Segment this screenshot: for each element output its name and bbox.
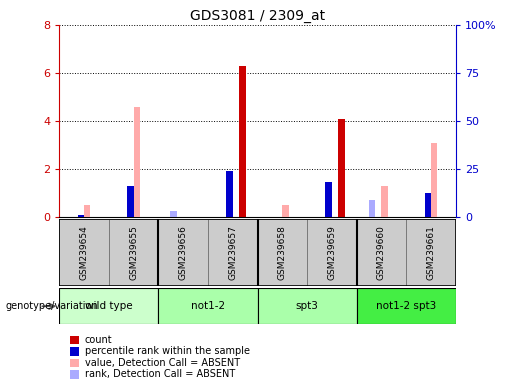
Bar — [78, 215, 84, 217]
Bar — [127, 186, 133, 217]
Bar — [109, 219, 159, 286]
Text: rank, Detection Call = ABSENT: rank, Detection Call = ABSENT — [85, 369, 235, 379]
Text: genotype/variation: genotype/variation — [5, 301, 98, 311]
Text: percentile rank within the sample: percentile rank within the sample — [85, 346, 250, 356]
Text: GSM239656: GSM239656 — [179, 225, 187, 280]
Text: not1-2 spt3: not1-2 spt3 — [376, 301, 436, 311]
Bar — [406, 219, 456, 286]
Bar — [159, 288, 258, 324]
Bar — [356, 288, 456, 324]
Bar — [424, 193, 431, 217]
Text: spt3: spt3 — [296, 301, 318, 311]
Bar — [133, 107, 140, 217]
Text: not1-2: not1-2 — [191, 301, 225, 311]
Bar — [208, 219, 258, 286]
Bar — [325, 182, 332, 217]
Bar — [239, 66, 246, 217]
Text: wild type: wild type — [85, 301, 132, 311]
Text: GSM239660: GSM239660 — [377, 225, 386, 280]
Bar — [226, 171, 233, 217]
Text: GSM239661: GSM239661 — [426, 225, 436, 280]
Text: GSM239658: GSM239658 — [278, 225, 287, 280]
Bar — [307, 219, 356, 286]
Bar — [170, 211, 177, 217]
Bar — [338, 119, 345, 217]
Bar — [382, 186, 388, 217]
Bar — [59, 288, 159, 324]
Text: GSM239655: GSM239655 — [129, 225, 138, 280]
Bar — [59, 219, 109, 286]
Text: value, Detection Call = ABSENT: value, Detection Call = ABSENT — [85, 358, 240, 368]
Bar — [159, 219, 208, 286]
Text: GSM239657: GSM239657 — [228, 225, 237, 280]
Bar — [84, 205, 91, 217]
Title: GDS3081 / 2309_at: GDS3081 / 2309_at — [190, 8, 325, 23]
Bar — [356, 219, 406, 286]
Bar — [282, 205, 289, 217]
Bar — [431, 142, 437, 217]
Bar — [369, 200, 375, 217]
Text: GSM239659: GSM239659 — [328, 225, 336, 280]
Text: GSM239654: GSM239654 — [79, 225, 89, 280]
Text: count: count — [85, 335, 113, 345]
Bar — [258, 219, 307, 286]
Bar — [258, 288, 356, 324]
